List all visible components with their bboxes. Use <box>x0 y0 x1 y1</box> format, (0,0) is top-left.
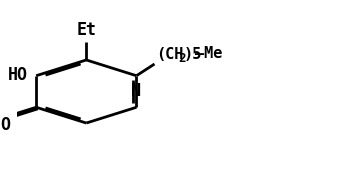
Text: O: O <box>0 116 10 134</box>
Text: )5: )5 <box>183 47 201 62</box>
Text: N: N <box>132 82 141 100</box>
Text: Et: Et <box>76 21 96 39</box>
Text: HO: HO <box>8 66 28 84</box>
Text: 2: 2 <box>179 53 186 66</box>
Text: (CH: (CH <box>156 47 184 62</box>
Text: —Me: —Me <box>195 46 223 61</box>
